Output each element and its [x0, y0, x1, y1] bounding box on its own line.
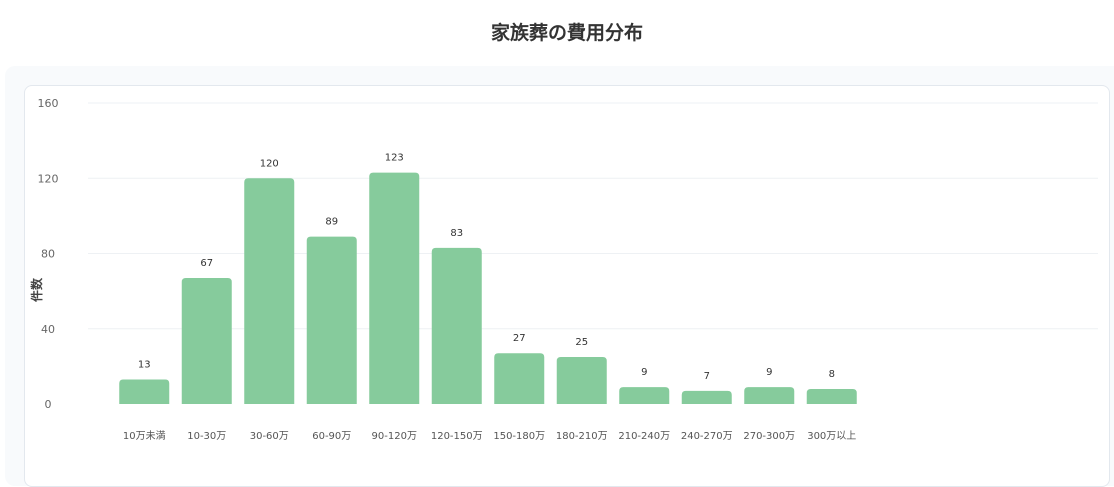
x-tick-label: 90-120万: [372, 431, 417, 442]
x-tick-label: 10-30万: [187, 431, 226, 442]
x-tick-label: 60-90万: [312, 431, 351, 442]
bar: [494, 353, 545, 404]
data-label: 9: [766, 367, 772, 378]
x-tick-label: 30-60万: [250, 431, 289, 442]
data-label: 13: [138, 360, 151, 371]
data-label: 120: [260, 158, 279, 169]
x-tick-label: 120-150万: [431, 431, 483, 442]
bar: [369, 172, 420, 404]
x-tick-label: 150-180万: [493, 431, 545, 442]
data-label: 7: [704, 371, 710, 382]
x-tick-label: 180-210万: [556, 431, 608, 442]
bar-chart: 04080120160件数1310万未満6710-30万12030-60万896…: [29, 97, 1098, 442]
data-label: 8: [829, 369, 835, 380]
y-tick-label: 0: [45, 398, 52, 411]
data-label: 27: [513, 333, 526, 344]
bar: [119, 379, 170, 404]
x-tick-label: 240-270万: [681, 431, 733, 442]
bar: [619, 387, 670, 404]
data-label: 67: [200, 258, 213, 269]
x-tick-label: 10万未満: [123, 430, 166, 442]
bar: [744, 387, 795, 404]
data-label: 123: [385, 153, 404, 164]
x-tick-label: 300万以上: [807, 430, 856, 442]
bar: [806, 388, 857, 404]
data-label: 9: [641, 367, 647, 378]
bar: [681, 390, 732, 404]
y-tick-label: 80: [41, 248, 55, 261]
y-tick-label: 160: [38, 97, 59, 110]
bar: [556, 356, 607, 404]
x-tick-label: 210-240万: [618, 431, 670, 442]
bar: [244, 178, 295, 404]
x-tick-label: 270-300万: [743, 431, 795, 442]
y-axis-title: 件数: [29, 277, 44, 302]
chart-title: 家族葬の費用分布: [490, 22, 643, 44]
bar: [306, 236, 357, 404]
data-label: 89: [325, 217, 338, 228]
y-tick-label: 40: [41, 323, 55, 336]
data-label: 25: [575, 337, 588, 348]
data-label: 83: [450, 228, 463, 239]
y-tick-label: 120: [38, 172, 59, 185]
bar: [181, 277, 232, 404]
bar: [431, 247, 482, 404]
